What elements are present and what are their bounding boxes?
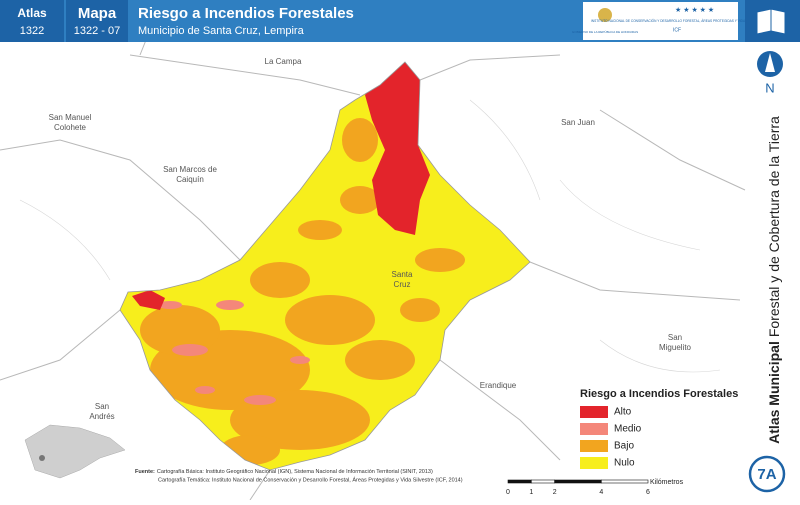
scale-segment <box>601 479 649 484</box>
scale-tick-label: 6 <box>646 489 650 496</box>
page-number: 7A <box>757 466 776 483</box>
sidebar <box>748 42 800 500</box>
atlas-title-bold: Atlas Municipal <box>766 341 782 444</box>
place-label: Cruz <box>394 280 411 289</box>
place-label: Erandique <box>480 381 517 390</box>
legend-label: Nulo <box>614 458 635 469</box>
scale-segment <box>554 479 602 484</box>
scale-segment <box>531 479 555 484</box>
risk-alto <box>132 62 430 310</box>
risk-bajo <box>140 118 465 465</box>
atlas-number: 1322 <box>20 25 44 37</box>
map-label: Mapa <box>78 5 117 22</box>
title: Riesgo a Incendios Forestales <box>138 5 354 22</box>
legend-swatch <box>580 457 608 469</box>
place-label: San Marcos de <box>163 165 217 174</box>
inset-location <box>39 455 45 461</box>
legend-title: Riesgo a Incendios Forestales <box>580 388 738 400</box>
scale-tick-label: 0 <box>506 489 510 496</box>
inset-honduras <box>24 424 126 479</box>
book-icon <box>756 8 786 35</box>
source-line-2: Cartografía Temática: Instituto Nacional… <box>158 476 463 483</box>
place-label: Colohete <box>54 123 87 132</box>
source-line-1: Fuente: Cartografía Básica: Instituto Geo… <box>135 469 433 475</box>
legend-label: Medio <box>614 424 642 435</box>
legend-label: Alto <box>614 407 632 418</box>
place-label: San Juan <box>561 118 595 127</box>
scale-tick-label: 4 <box>599 489 603 496</box>
page-badge <box>748 455 786 493</box>
logo-icf: ICF <box>673 27 681 33</box>
source-text-1: Cartografía Básica: Instituto Geográfico… <box>157 469 433 475</box>
legend-label: Bajo <box>614 441 634 452</box>
legend-swatch <box>580 440 608 452</box>
legend-swatch <box>580 406 608 418</box>
scale-unit: Kilómetros <box>650 479 684 486</box>
boundaries <box>0 29 746 501</box>
source-label: Fuente: <box>135 469 155 475</box>
atlas-box <box>0 0 64 42</box>
atlas-title-rest: Forestal y de Cobertura de la Tierra <box>766 116 782 337</box>
place-label: San <box>95 402 109 411</box>
atlas-label: Atlas <box>17 6 47 20</box>
place-label: Santa <box>392 270 413 279</box>
logo-icf-name: INSTITUTO NACIONAL DE CONSERVACIÓN Y DES… <box>591 18 763 23</box>
logo-stars: ★ ★ ★ ★ ★ <box>675 6 714 14</box>
place-label: Miguelito <box>659 343 692 352</box>
map-number: 1322 - 07 <box>74 25 120 37</box>
scale-tick-label: 2 <box>553 489 557 496</box>
atlas-title: Atlas Municipal Forestal y de Cobertura d… <box>766 116 782 444</box>
municipality-outline <box>119 61 531 471</box>
map-box <box>66 0 128 42</box>
rivers <box>19 99 721 373</box>
north-label: N <box>765 80 774 95</box>
logo-emblem <box>598 8 612 22</box>
risk-medio <box>158 300 310 405</box>
logo-gov: GOBIERNO DE LA REPÚBLICA DE HONDURAS <box>572 29 638 34</box>
north-arrow <box>765 53 775 72</box>
place-label: San <box>668 333 682 342</box>
legend-swatch <box>580 423 608 435</box>
place-label: Andrés <box>89 412 114 421</box>
scale-segment <box>507 479 532 484</box>
scale-tick-label: 1 <box>529 489 533 496</box>
place-label: San Manuel <box>49 113 92 122</box>
legend: Alto Medio Bajo Nulo <box>580 406 642 469</box>
place-label: Caiquín <box>176 175 204 184</box>
logo-panel <box>583 2 738 40</box>
place-label: La Campa <box>265 57 302 66</box>
subtitle: Municipio de Santa Cruz, Lempira <box>138 25 305 37</box>
